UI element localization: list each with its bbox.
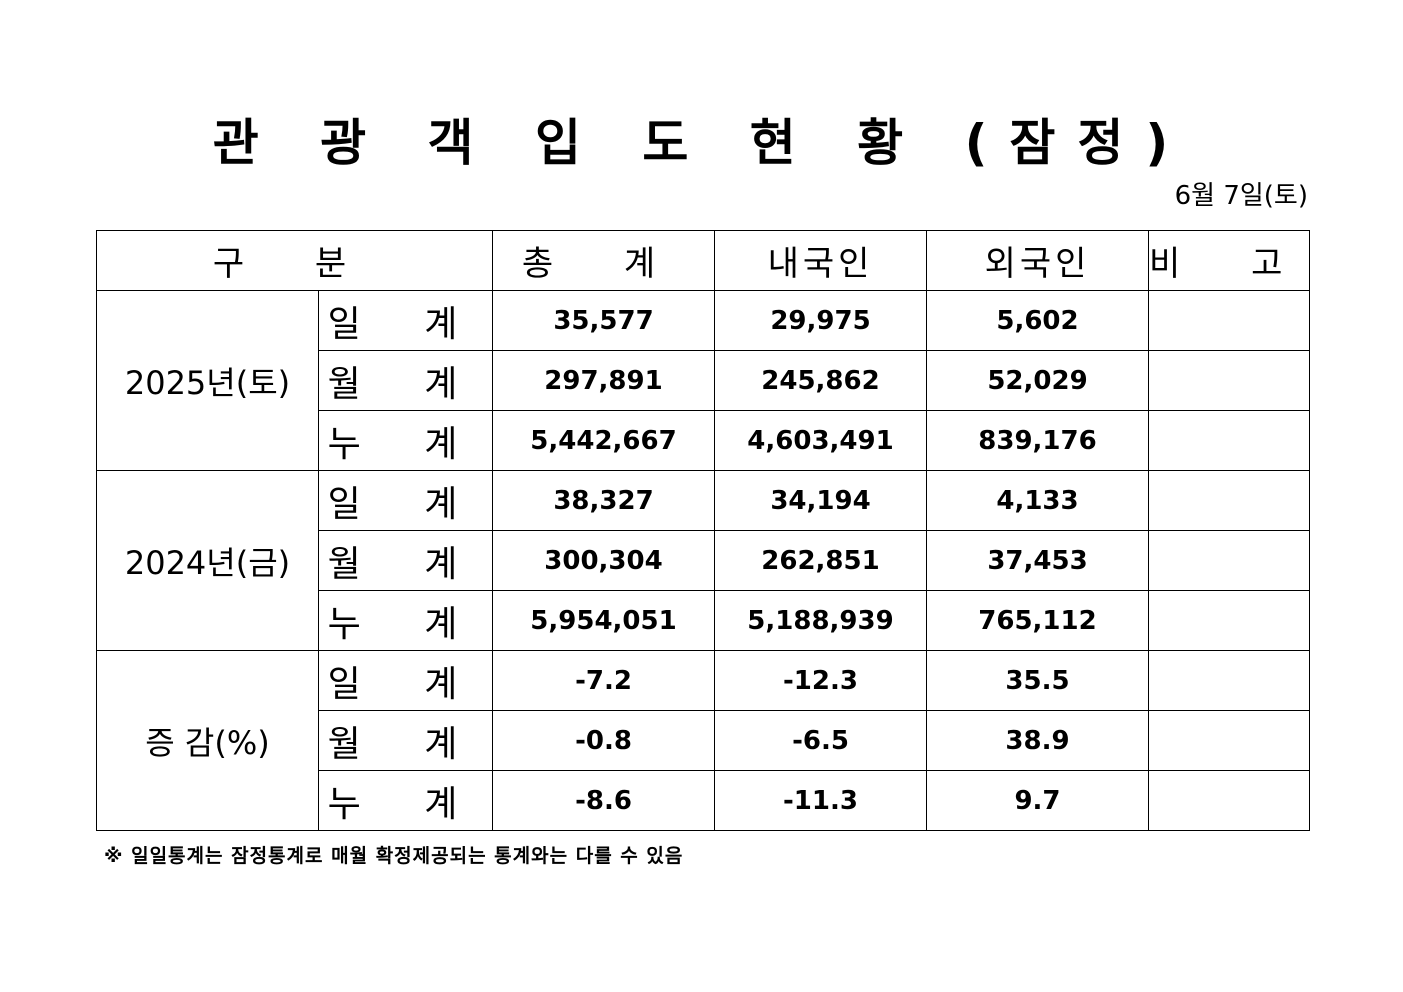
cell-total: 5,442,667 [492,410,715,471]
cell-foreign: 35.5 [926,650,1149,711]
table-header-row: 구 분 총 계 내국인 외국인 비 고 [96,230,1310,291]
cell-remarks [1148,650,1310,711]
row-label-monthly: 월 계 [318,350,493,411]
report-date: 6월 7일(토) [1174,181,1308,211]
header-category: 구 분 [96,230,493,291]
table-row: 누 계 -8.6 -11.3 9.7 [97,770,1310,831]
cell-remarks [1148,530,1310,591]
cell-foreign: 765,112 [926,590,1149,651]
cell-domestic: -6.5 [714,710,927,771]
tourist-arrivals-table: 구 분 총 계 내국인 외국인 비 고 2025년(토) 일 계 35,577 … [96,230,1310,831]
table-row: 월 계 300,304 262,851 37,453 [97,530,1310,591]
cell-domestic: 262,851 [714,530,927,591]
cell-domestic: 29,975 [714,290,927,351]
cell-total: 38,327 [492,470,715,531]
row-label-cumulative: 누 계 [318,770,493,831]
table-row: 누 계 5,954,051 5,188,939 765,112 [97,590,1310,651]
row-label-daily: 일 계 [318,650,493,711]
row-label-monthly: 월 계 [318,530,493,591]
cell-remarks [1148,350,1310,411]
cell-remarks [1148,410,1310,471]
cell-foreign: 5,602 [926,290,1149,351]
group-label-2024: 2024년(금) [96,470,319,651]
cell-foreign: 52,029 [926,350,1149,411]
group-label-change: 증 감(%) [96,650,319,831]
cell-domestic: 245,862 [714,350,927,411]
cell-remarks [1148,470,1310,531]
cell-total: 297,891 [492,350,715,411]
row-label-cumulative: 누 계 [318,410,493,471]
cell-domestic: -12.3 [714,650,927,711]
cell-domestic: 4,603,491 [714,410,927,471]
row-label-monthly: 월 계 [318,710,493,771]
cell-domestic: -11.3 [714,770,927,831]
table-row: 누 계 5,442,667 4,603,491 839,176 [97,410,1310,471]
row-label-daily: 일 계 [318,290,493,351]
footnote: ※ 일일통계는 잠정통계로 매월 확정제공되는 통계와는 다를 수 있음 [104,845,684,867]
table-row: 월 계 -0.8 -6.5 38.9 [97,710,1310,771]
page-title: 관 광 객 입 도 현 황 (잠정) [212,114,1191,172]
cell-remarks [1148,590,1310,651]
cell-total: -7.2 [492,650,715,711]
row-label-daily: 일 계 [318,470,493,531]
row-label-cumulative: 누 계 [318,590,493,651]
cell-domestic: 34,194 [714,470,927,531]
cell-remarks [1148,290,1310,351]
cell-total: 5,954,051 [492,590,715,651]
header-total: 총 계 [492,230,715,291]
table-row: 2024년(금) 일 계 38,327 34,194 4,133 [96,470,1310,651]
cell-foreign: 4,133 [926,470,1149,531]
cell-foreign: 839,176 [926,410,1149,471]
header-domestic: 내국인 [714,230,927,291]
cell-total: -8.6 [492,770,715,831]
header-remarks: 비 고 [1148,230,1310,291]
table-row: 2025년(토) 일 계 35,577 29,975 5,602 [96,290,1310,471]
cell-total: 35,577 [492,290,715,351]
cell-foreign: 38.9 [926,710,1149,771]
cell-foreign: 37,453 [926,530,1149,591]
cell-domestic: 5,188,939 [714,590,927,651]
header-foreign: 외국인 [926,230,1149,291]
cell-total: 300,304 [492,530,715,591]
group-label-2025: 2025년(토) [96,290,319,471]
cell-remarks [1148,710,1310,771]
cell-foreign: 9.7 [926,770,1149,831]
cell-total: -0.8 [492,710,715,771]
table-row: 증 감(%) 일 계 -7.2 -12.3 35.5 [96,650,1310,831]
cell-remarks [1148,770,1310,831]
